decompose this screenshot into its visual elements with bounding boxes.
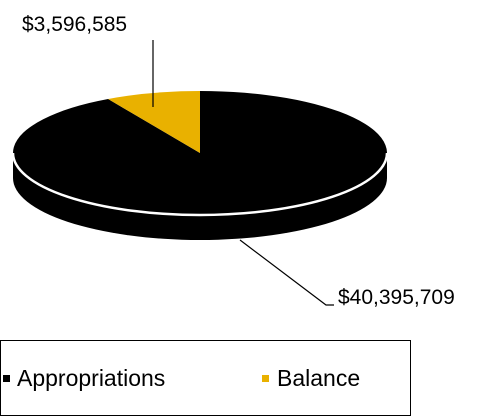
pie-rim-edge: [11, 152, 389, 217]
data-label-balance: $3,596,585: [22, 13, 127, 36]
pie-slice-appropriations: [12, 91, 387, 215]
leader-line-appropriations: [239, 239, 334, 306]
legend-label-appropriations: Appropriations: [17, 365, 165, 391]
data-label-appropriations: $40,395,709: [338, 286, 455, 309]
pie-slice-balance: [108, 91, 200, 153]
legend-label-balance: Balance: [277, 365, 360, 391]
legend-swatch-appropriations: [3, 375, 10, 382]
legend-box: [0, 340, 411, 416]
legend: Appropriations Balance: [0, 340, 411, 416]
legend-swatch-balance: [262, 375, 269, 382]
